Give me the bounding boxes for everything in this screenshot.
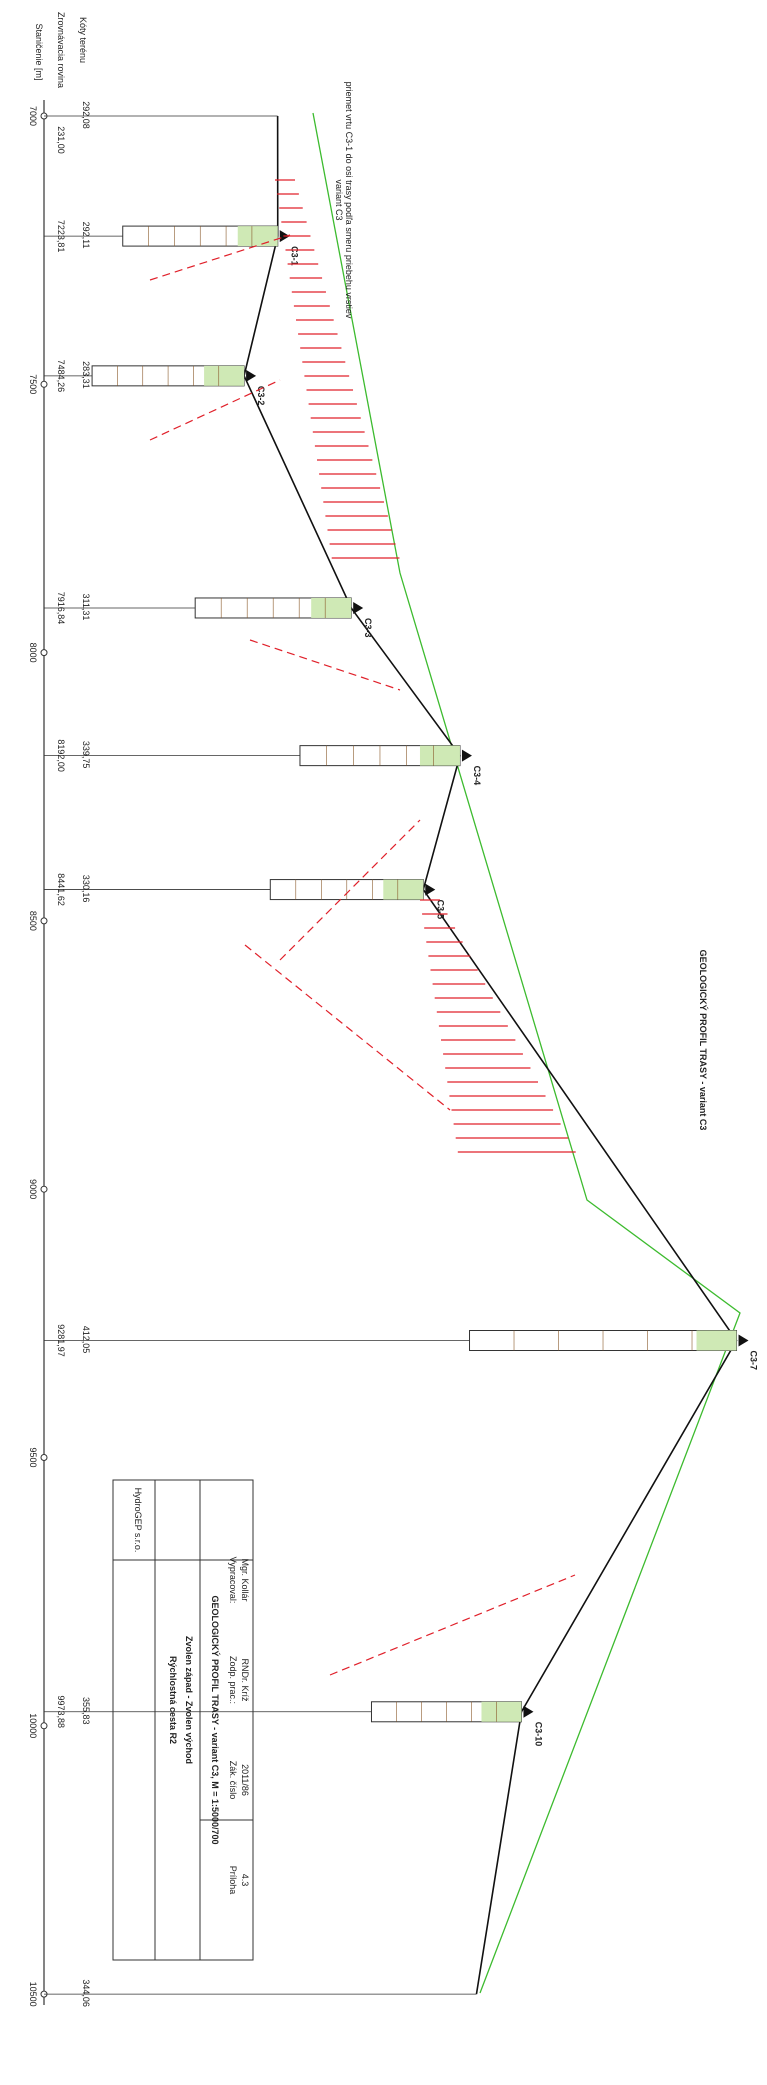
fault-line [279,819,421,961]
fault-line [249,639,401,691]
elevation-label: 355,83 [81,1697,91,1725]
tb-cell: 4.3 [240,1874,250,1887]
elevation-label: 339,75 [81,741,91,769]
borehole-fill [311,597,352,618]
borehole-fill [481,1701,522,1722]
borehole-name: C3-4 [472,766,482,786]
borehole-fill [204,365,245,386]
station-label: 9973,88 [56,1696,66,1729]
station-label: 9281,97 [56,1324,66,1357]
station-label: 7916,84 [56,592,66,625]
fault-line [329,1574,576,1676]
elevation-label: 283,31 [81,361,91,389]
station-tick [40,1722,48,1730]
station-tick-label: 7500 [28,374,38,394]
note: variant C3 [334,179,344,220]
elevation-label: Kóty terénu [78,17,88,63]
tb-cell: Zák. číslo [228,1761,238,1800]
borehole-fill [383,879,424,900]
station-label: 7223,81 [56,220,66,253]
tb-company: HydroGEP s.r.o. [133,1488,143,1553]
station-label: Staničenie [m] [34,23,44,80]
elevation-label: 330,16 [81,875,91,903]
note: priemet vrtu C3-1 do osi trasy podľa sme… [344,82,354,319]
elevation-label: 292,11 [81,222,91,249]
datum-label: Zrovnávacia rovina [56,12,66,88]
tb-project: Rýchlostná cesta R2 [168,1656,178,1744]
fault-line [244,944,451,1111]
borehole-name: C3-3 [363,618,373,638]
station-tick [40,649,48,657]
borehole-name: C3-10 [533,1722,543,1747]
station-tick-label: 9500 [28,1447,38,1467]
elevation-label: 344,06 [81,1979,91,2007]
title-block [112,1479,254,1961]
tb-drawing: GEOLOGICKÝ PROFIL TRASY - variant C3, M … [210,1596,221,1845]
borehole-marker [461,749,472,762]
tb-cell: RNDr. Kríž [240,1658,250,1702]
station-tick [40,380,48,388]
station-tick-label: 8000 [28,643,38,663]
station-label: 8192,00 [56,739,66,772]
station-tick-label: 10500 [28,1982,38,2007]
borehole-name: C3-7 [749,1351,759,1371]
station-tick-label: 10000 [28,1713,38,1738]
station-tick-label: 8500 [28,911,38,931]
borehole-fill [696,1330,737,1351]
tb-section: Zvolen západ - Zvolen východ [184,1636,194,1764]
tb-cell: Vypracoval: [228,1557,238,1604]
station-label: 8441,62 [56,873,66,906]
elevation-label: 292,08 [81,101,91,129]
station-tick [40,917,48,925]
station-tick [40,1454,48,1461]
design-line [312,112,741,1994]
tb-cell: Mgr. Kollár [240,1558,250,1601]
borehole-marker [425,883,436,896]
station-tick-label: 7000 [28,106,38,126]
fault-line [149,234,291,281]
borehole-name: C3-5 [435,900,445,920]
borehole-fill [237,226,278,247]
borehole-marker [246,369,257,382]
station-label: 7484,26 [56,360,66,393]
borehole-fill [419,745,460,766]
borehole-name: C3-1 [290,246,300,266]
tb-cell: Zodp. prac.: [228,1656,238,1704]
fault-line [149,379,281,441]
station-tick-label: 9000 [28,1179,38,1199]
elevation-label: 412,05 [81,1326,91,1354]
title: GEOLOGICKÝ PROFIL TRASY - variant C3 [698,950,709,1131]
borehole-marker [738,1334,749,1347]
borehole-marker [353,601,364,614]
tb-cell: 2011/86 [240,1764,250,1796]
tb-cell: Príloha [228,1866,238,1895]
elevation-label: 311,31 [81,594,91,621]
borehole-name: C3-2 [256,386,266,406]
station-tick [40,1185,48,1193]
borehole-marker [523,1705,534,1718]
datum-value: 231,00 [56,126,66,154]
